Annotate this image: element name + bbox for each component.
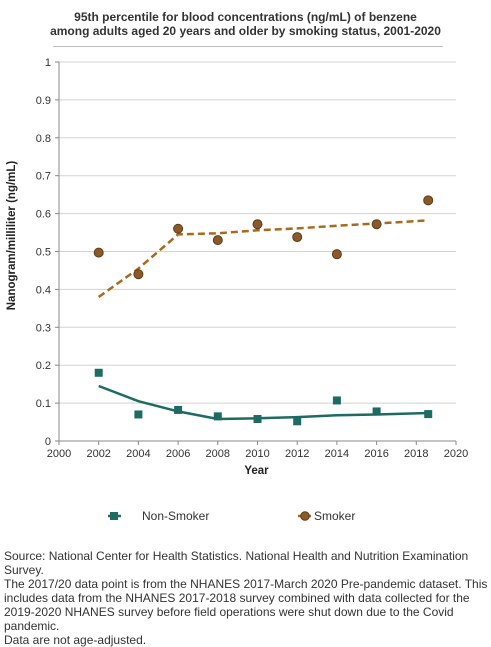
y-tick-label-5: 0.5 (36, 247, 51, 259)
y-tick-label-8: 0.8 (36, 133, 51, 145)
smoker-point-3 (212, 235, 223, 246)
smoker-trend-line (97, 219, 429, 299)
y-tick-label-6: 0.6 (36, 209, 51, 221)
non-smoker-point-0 (94, 368, 103, 377)
x-tick-label-3: 2006 (166, 448, 190, 460)
x-tick-label-4: 2008 (206, 448, 230, 460)
non-smoker-point-6 (332, 396, 341, 405)
smoker-point-5 (292, 232, 303, 243)
y-tick-label-4: 0.4 (36, 284, 51, 296)
y-tick-label-2: 0.2 (36, 360, 51, 372)
non-smoker-point-1 (134, 410, 143, 419)
legend-label-non-smoker: Non-Smoker (142, 508, 210, 523)
chart-title-line-2: among adults aged 20 years and older by … (50, 24, 441, 38)
y-axis-title: Nanogram/milliliter (ng/mL) (6, 161, 18, 311)
x-tick-label-1: 2002 (86, 448, 110, 460)
source-notes: Source: National Center for Health Stati… (4, 549, 488, 647)
chart-svg: 0 0.1 0.2 0.3 0.4 0.5 0.6 0.7 0.8 0.9 1 2000 2002 200… (6, 57, 468, 477)
y-tick-label-1: 0.1 (36, 398, 51, 410)
x-tick-label-0: 2000 (47, 448, 71, 460)
chart-title-line-1: 95th percentile for blood concentrations… (74, 10, 417, 24)
non-smoker-legend-symbol (108, 509, 142, 523)
x-tick-label-6: 2012 (285, 448, 309, 460)
source-line-3: Data are not age-adjusted. (4, 633, 147, 647)
smoker-point-4 (252, 219, 263, 230)
x-tick-label-9: 2018 (404, 448, 428, 460)
legend-label-smoker: Smoker (314, 508, 356, 523)
smoker-legend-symbol (298, 509, 314, 523)
y-tick-label-10: 1 (45, 57, 51, 69)
y-tick-label-9: 0.9 (36, 95, 51, 107)
y-tick-label-0: 0 (45, 436, 51, 448)
x-tick-label-5: 2010 (245, 448, 269, 460)
title-divider (53, 46, 443, 47)
x-tick-label-2: 2004 (126, 448, 150, 460)
x-axis-title: Year (244, 465, 269, 477)
smoker-point-6 (331, 249, 342, 260)
y-tick-label-3: 0.3 (36, 322, 51, 334)
x-tick-label-8: 2016 (364, 448, 388, 460)
smoker-point-2 (173, 223, 184, 234)
non-smoker-point-8 (424, 410, 433, 419)
smoker-point-1 (133, 269, 144, 280)
smoker-point-8 (423, 195, 434, 206)
non-smoker-point-2 (174, 405, 183, 414)
legend: Non-Smoker Smoker (0, 505, 491, 525)
smoker-point-7 (371, 219, 382, 230)
legend-item-smoker: Smoker (298, 505, 355, 526)
chart-title: 95th percentile for blood concentrations… (0, 10, 491, 38)
y-tick-label-7: 0.7 (36, 171, 51, 183)
source-line-2: The 2017/20 data point is from the NHANE… (4, 577, 488, 633)
non-smoker-point-4 (253, 415, 262, 424)
smoker-point-0 (93, 247, 104, 258)
non-smoker-point-7 (372, 407, 381, 416)
non-smoker-point-5 (293, 417, 302, 426)
x-tick-label-7: 2014 (325, 448, 349, 460)
source-line-1: Source: National Center for Health Stati… (4, 549, 469, 577)
legend-item-non-smoker: Non-Smoker (108, 505, 209, 526)
x-tick-label-10: 2020 (444, 448, 468, 460)
non-smoker-point-3 (213, 412, 222, 421)
